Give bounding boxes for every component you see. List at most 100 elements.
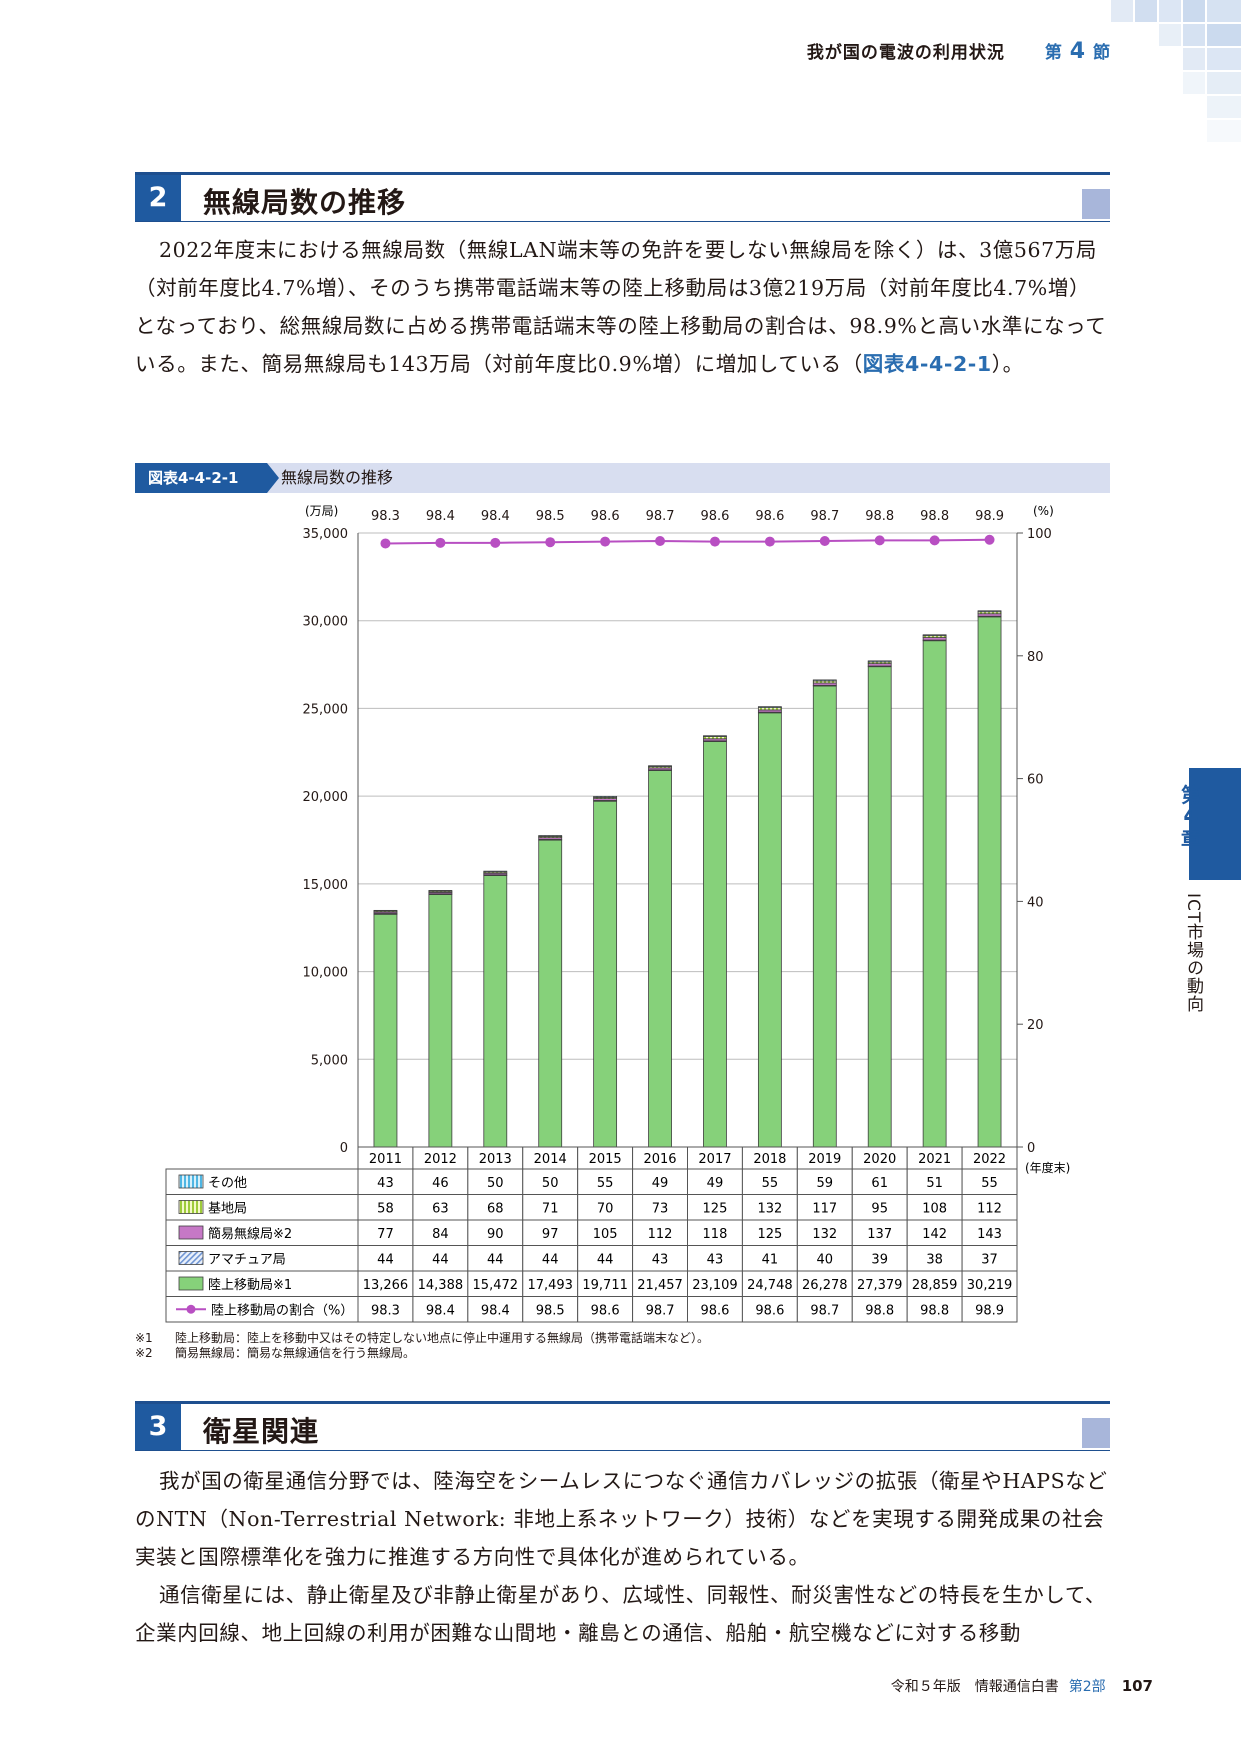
table-cell (632, 1219, 688, 1246)
x-tick-label: 2012 (424, 1152, 457, 1167)
table-value: 49 (652, 1176, 669, 1191)
table-value: 117 (812, 1202, 837, 1217)
x-tick-label: 2018 (753, 1152, 786, 1167)
y-tick-label: 5,000 (311, 1053, 348, 1068)
legend-swatch (178, 1276, 204, 1291)
table-value: 44 (542, 1253, 559, 1268)
bar-segment (428, 890, 453, 892)
bar-segment (812, 679, 837, 682)
table-value: 98.9 (975, 1304, 1004, 1319)
bar-segment (922, 634, 947, 637)
table-value: 125 (757, 1227, 782, 1242)
table-cell (961, 1296, 1018, 1323)
table-cell (906, 1296, 963, 1323)
table-value: 98.7 (810, 1304, 839, 1319)
legend-label: アマチュア局 (208, 1253, 286, 1268)
table-cell (412, 1219, 469, 1246)
bar-segment (757, 706, 782, 709)
table-value: 63 (432, 1202, 449, 1217)
table-cell (467, 1296, 524, 1323)
section-3-heading: 3 衛星関連 (135, 1401, 1110, 1451)
ratio-label: 98.6 (755, 509, 784, 524)
table-cell (357, 1245, 414, 1272)
table-value: 125 (703, 1202, 728, 1217)
section-3-paragraph-1: 我が国の衛星通信分野では、陸海空をシームレスにつなぐ通信カバレッジの拡張（衛星や… (135, 1469, 1108, 1569)
table-cell (687, 1245, 743, 1272)
x-tick-label: 2015 (589, 1152, 622, 1167)
figure-heading: 図表4-4-2-1 無線局数の推移 (135, 463, 1110, 493)
table-value: 142 (922, 1227, 947, 1242)
ratio-point (819, 535, 830, 546)
bar-segment (812, 685, 837, 1148)
x-tick-label: 2022 (973, 1152, 1006, 1167)
running-header-title: 我が国の電波の利用状況 (806, 43, 1005, 63)
ratio-point (984, 534, 995, 545)
y2-tick-label: 60 (1027, 773, 1044, 788)
table-value: 28,859 (912, 1278, 958, 1293)
ratio-point (600, 536, 611, 547)
bar-segment (538, 839, 563, 1148)
y2-axis-unit: (%) (1033, 504, 1054, 518)
table-cell (357, 1219, 414, 1246)
table-value: 98.7 (646, 1304, 675, 1319)
ratio-point (380, 538, 391, 549)
table-value: 44 (377, 1253, 394, 1268)
table-value: 132 (812, 1227, 837, 1242)
bar-segment (703, 741, 727, 1148)
y-tick-label: 10,000 (303, 966, 349, 981)
ratio-label: 98.8 (865, 509, 894, 524)
section-title: 衛星関連 (203, 1415, 320, 1448)
table-value: 19,711 (582, 1278, 628, 1293)
bar-segment (593, 796, 618, 798)
table-value: 90 (487, 1227, 504, 1242)
ratio-label: 98.5 (536, 509, 565, 524)
ratio-point (929, 535, 940, 546)
section-number: 2 (135, 175, 181, 221)
table-cell (412, 1270, 469, 1297)
table-value: 112 (977, 1202, 1002, 1217)
table-cell (412, 1194, 469, 1221)
table-value: 77 (377, 1227, 394, 1242)
x-tick-label: 2017 (698, 1152, 731, 1167)
ratio-label: 98.4 (426, 509, 455, 524)
y-tick-label: 30,000 (303, 615, 349, 630)
table-value: 97 (542, 1227, 559, 1242)
y-tick-label: 35,000 (303, 527, 349, 542)
table-value: 44 (487, 1253, 504, 1268)
table-cell (357, 1194, 414, 1221)
table-value: 143 (977, 1227, 1002, 1242)
table-value: 44 (432, 1253, 449, 1268)
y-tick-label: 20,000 (303, 790, 349, 805)
table-cell (906, 1270, 963, 1297)
legend-label: 簡易無線局※2 (208, 1226, 292, 1242)
table-cell (522, 1219, 579, 1246)
table-cell (961, 1194, 1018, 1221)
table-cell (906, 1245, 963, 1272)
table-cell (851, 1270, 908, 1297)
table-value: 46 (432, 1176, 449, 1191)
section-title: 無線局数の推移 (203, 186, 407, 219)
legend-label: 陸上移動局※1 (208, 1277, 292, 1293)
bar-segment (483, 875, 508, 1148)
chapter-tab[interactable] (1189, 768, 1241, 880)
note-1: ※1 陸上移動局：陸上を移動中又はその特定しない地点に停止中運用する無線局（携帯電… (135, 1331, 710, 1345)
table-value: 27,379 (857, 1278, 903, 1293)
ratio-label: 98.9 (975, 509, 1004, 524)
legend-swatch (178, 1225, 204, 1240)
table-value: 37 (981, 1253, 998, 1268)
table-value: 98.4 (426, 1304, 455, 1319)
bar-segment (648, 765, 672, 767)
legend-label: その他 (208, 1176, 247, 1191)
table-value: 59 (817, 1176, 834, 1191)
table-cell (687, 1296, 743, 1323)
table-value: 84 (432, 1227, 449, 1242)
table-value: 118 (703, 1227, 728, 1242)
table-value: 50 (487, 1176, 504, 1191)
y2-tick-label: 100 (1027, 527, 1052, 542)
table-value: 112 (648, 1227, 673, 1242)
x-tick-label: 2014 (534, 1152, 567, 1167)
table-cell (687, 1194, 743, 1221)
figure-reference-link[interactable]: 図表4-4-2-1 (862, 352, 992, 376)
x-axis-unit: (年度末) (1025, 1160, 1070, 1175)
table-value: 55 (597, 1176, 614, 1191)
